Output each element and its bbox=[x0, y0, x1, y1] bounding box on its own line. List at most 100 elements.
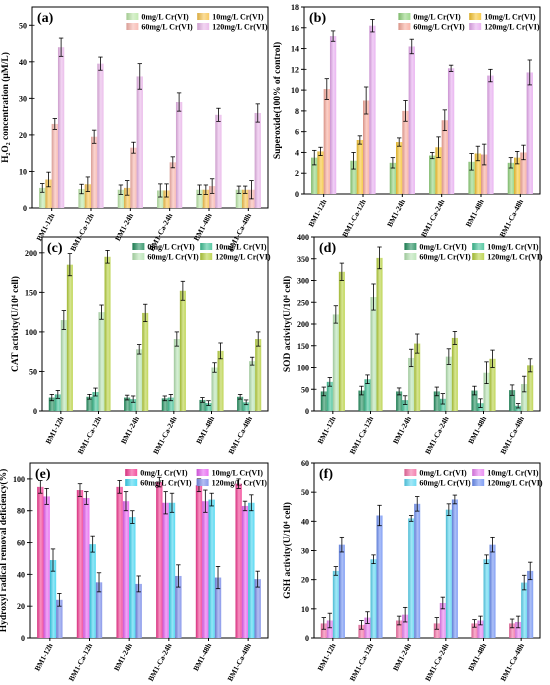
y-tick-label: 40 bbox=[17, 570, 25, 579]
y-tick-label: 20 bbox=[301, 576, 309, 585]
legend: 0mg/L Cr(VI) 10mg/L Cr(VI) 60mg/L Cr(VI) 12… bbox=[132, 243, 271, 262]
bar bbox=[162, 502, 169, 638]
y-tick-label: 100 bbox=[25, 328, 37, 337]
bar bbox=[195, 485, 203, 638]
legend-label: 120mg/L Cr(VI) bbox=[487, 479, 543, 488]
bar bbox=[396, 142, 403, 194]
y-tick-label: 0 bbox=[305, 634, 309, 643]
legend-swatch bbox=[398, 13, 411, 20]
legend-label: 10mg/L Cr(VI) bbox=[212, 469, 264, 478]
bar bbox=[135, 583, 142, 638]
y-tick-label: 100 bbox=[13, 475, 25, 484]
bar bbox=[489, 358, 496, 411]
x-category-label: BM1-Ca-24h bbox=[146, 641, 174, 683]
panel-label: (f) bbox=[319, 467, 333, 482]
y-axis-title: Hydroxyl radical removal deficiency(%) bbox=[0, 469, 9, 633]
legend: 0mg/L Cr(VI) 10mg/L Cr(VI) 60mg/L Cr(VI) 12… bbox=[404, 469, 543, 488]
bar bbox=[326, 620, 333, 638]
legend: 0mg/L Cr(VI) 10mg/L Cr(VI) 60mg/L Cr(VI) 12… bbox=[126, 13, 268, 32]
bar bbox=[402, 614, 409, 638]
y-tick-label: 200 bbox=[297, 320, 309, 329]
plot-frame bbox=[41, 236, 269, 412]
bar bbox=[235, 189, 243, 208]
bar bbox=[196, 189, 203, 208]
legend-label: 120mg/L Cr(VI) bbox=[487, 253, 543, 262]
legend-swatch bbox=[200, 253, 213, 260]
legend-swatch bbox=[404, 479, 417, 486]
y-tick-label: 60 bbox=[17, 539, 25, 548]
bar bbox=[370, 559, 377, 638]
bar bbox=[249, 361, 256, 411]
bar bbox=[311, 157, 318, 194]
bar bbox=[396, 391, 403, 411]
y-tick-label: 18 bbox=[291, 3, 299, 12]
bar bbox=[369, 25, 376, 195]
y-tick-label: 8 bbox=[295, 107, 299, 116]
bar bbox=[515, 621, 522, 638]
bar bbox=[408, 518, 415, 638]
legend-label: 0mg/L Cr(VI) bbox=[147, 243, 195, 252]
bar bbox=[215, 114, 222, 208]
legend-label: 60mg/L Cr(VI) bbox=[413, 23, 465, 32]
y-tick-label: 0 bbox=[305, 407, 309, 416]
bar bbox=[136, 76, 143, 208]
panel-label: (b) bbox=[309, 11, 326, 26]
bar bbox=[104, 256, 111, 411]
bar bbox=[468, 161, 475, 194]
panel-e: (e) 0 20 40 60 80 100 Hydroxyl radical removal … bbox=[0, 462, 269, 683]
x-category-label: BM1-Ca-24h bbox=[419, 197, 447, 239]
x-category-label: BM1-48h bbox=[464, 197, 486, 228]
x-category-label: BM1-Ca-12h bbox=[68, 211, 96, 253]
bar bbox=[358, 390, 365, 411]
bar bbox=[168, 502, 176, 638]
legend-label: 0mg/L Cr(VI) bbox=[140, 469, 188, 478]
bar bbox=[56, 599, 63, 638]
bar bbox=[76, 490, 84, 638]
y-tick-label: 10 bbox=[19, 167, 27, 176]
legend-swatch bbox=[404, 253, 417, 260]
bar bbox=[433, 391, 440, 411]
y-tick-label: 150 bbox=[297, 342, 309, 351]
bar bbox=[48, 397, 55, 411]
bar bbox=[66, 264, 73, 411]
y-tick-label: 2 bbox=[295, 169, 299, 178]
y-tick-label: 250 bbox=[297, 298, 309, 307]
legend-label: 0mg/L Cr(VI) bbox=[419, 469, 467, 478]
legend-swatch bbox=[404, 243, 417, 250]
legend-swatch bbox=[196, 479, 209, 486]
bar bbox=[208, 499, 215, 638]
x-category-label: BM1-Ca-24h bbox=[151, 414, 179, 456]
plot-frame bbox=[313, 462, 541, 639]
plot-frame bbox=[31, 6, 269, 209]
bar bbox=[332, 314, 339, 411]
bar bbox=[483, 559, 490, 638]
y-tick-label: 50 bbox=[29, 367, 37, 376]
bar bbox=[243, 402, 250, 411]
legend-swatch bbox=[472, 243, 485, 250]
y-tick-label: 100 bbox=[297, 364, 309, 373]
bar bbox=[84, 184, 91, 208]
bar bbox=[509, 623, 516, 638]
bar bbox=[483, 372, 490, 411]
legend-swatch bbox=[200, 243, 213, 250]
x-category-label: BM1-12h bbox=[316, 414, 338, 445]
bar bbox=[43, 496, 50, 638]
bar bbox=[364, 617, 371, 638]
bar bbox=[97, 63, 104, 209]
bar bbox=[326, 381, 333, 411]
legend-swatch bbox=[125, 479, 138, 486]
x-category-label: BM1-Ca-12h bbox=[76, 414, 104, 456]
bar bbox=[156, 482, 163, 638]
legend-label: 10mg/L Cr(VI) bbox=[212, 13, 264, 22]
x-category-label: BM1-48h bbox=[466, 641, 488, 672]
y-tick-label: 0 bbox=[295, 190, 299, 199]
bar bbox=[439, 398, 446, 411]
bar bbox=[489, 544, 496, 638]
legend-label: 120mg/L Cr(VI) bbox=[212, 479, 268, 488]
y-axis-title: GSH activity(U/10⁴ cell) bbox=[282, 502, 293, 599]
bar bbox=[477, 620, 484, 638]
x-category-label: BM1-Ca-48h bbox=[225, 641, 253, 683]
legend: 0mg/L Cr(VI) 10mg/L Cr(VI) 60mg/L Cr(VI) 12… bbox=[398, 13, 540, 32]
y-tick-label: 10 bbox=[291, 86, 299, 95]
bar bbox=[396, 620, 403, 638]
